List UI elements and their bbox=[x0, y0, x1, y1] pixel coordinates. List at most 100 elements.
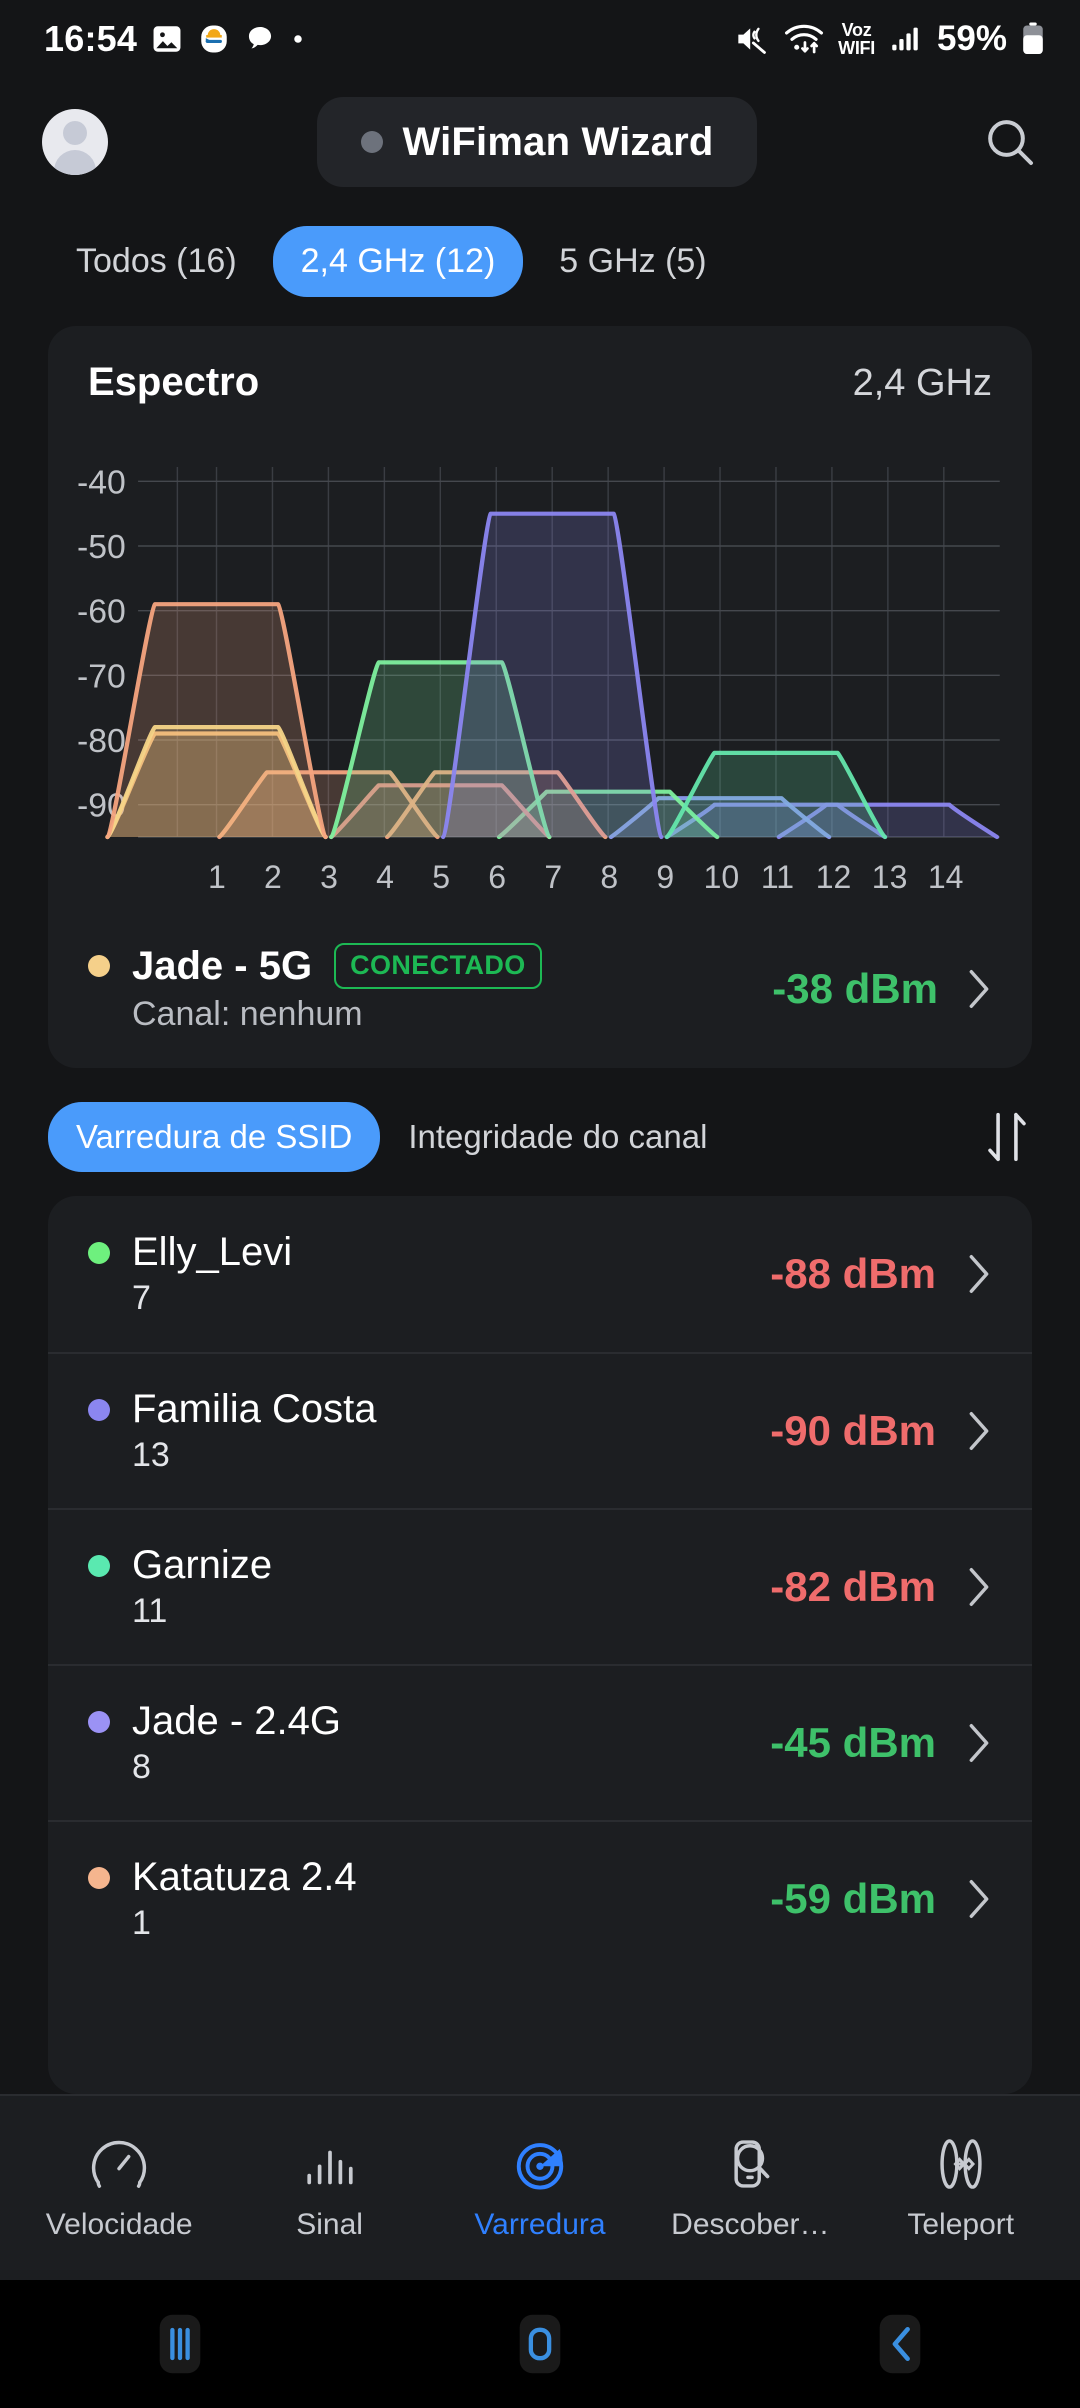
bottom-navigation: Velocidade Sinal Varredura bbox=[0, 2094, 1080, 2280]
ssid-channel: 11 bbox=[132, 1592, 168, 1630]
nav-label-sinal: Sinal bbox=[296, 2208, 363, 2241]
x-tick-label: 13 bbox=[871, 859, 908, 895]
construction-icon bbox=[201, 25, 227, 53]
status-bar: 16:54 bbox=[0, 0, 1080, 78]
search-button[interactable] bbox=[978, 110, 1042, 174]
mute-vibrate-icon bbox=[738, 27, 767, 54]
x-tick-label: 10 bbox=[703, 859, 740, 895]
x-tick-label: 2 bbox=[264, 859, 282, 895]
spectrum-plot: -40-50-60-70-80-90 bbox=[77, 465, 1000, 840]
network-color-dot-icon bbox=[88, 955, 110, 977]
svg-text:-50: -50 bbox=[77, 529, 126, 566]
connected-network-row[interactable]: Jade - 5G CONECTADO Canal: nenhum -38 dB… bbox=[48, 917, 1032, 1068]
avatar[interactable] bbox=[42, 109, 108, 175]
ssid-list-item[interactable]: Familia Costa 13 -90 dBm bbox=[48, 1352, 1032, 1508]
spectrum-band-label: 2,4 GHz bbox=[852, 362, 992, 404]
segment-ssid-scan[interactable]: Varredura de SSID bbox=[48, 1102, 381, 1172]
svg-text:-60: -60 bbox=[77, 594, 126, 631]
connected-network-channel: Canal: nenhum bbox=[132, 995, 363, 1033]
ssid-channel: 1 bbox=[132, 1904, 151, 1942]
chevron-right-icon bbox=[969, 1568, 989, 1606]
recents-button[interactable] bbox=[135, 2299, 225, 2389]
android-navigation-bar bbox=[0, 2280, 1080, 2408]
home-icon bbox=[519, 2314, 561, 2374]
recents-icon bbox=[159, 2314, 201, 2374]
connected-signal-value: -38 dBm bbox=[772, 964, 938, 1012]
back-button[interactable] bbox=[855, 2299, 945, 2389]
ssid-channel: 13 bbox=[132, 1436, 170, 1474]
x-tick-label: 9 bbox=[656, 859, 675, 895]
nav-label-teleport: Teleport bbox=[907, 2208, 1015, 2241]
chat-bubble-icon bbox=[249, 27, 272, 49]
status-badge: CONECTADO bbox=[334, 943, 542, 989]
spectrum-card-header: Espectro 2,4 GHz bbox=[48, 360, 1032, 405]
network-color-dot-icon bbox=[88, 1554, 110, 1577]
chevron-right-icon bbox=[969, 1412, 989, 1450]
nav-item-sinal[interactable]: Sinal bbox=[230, 2134, 430, 2242]
chevron-right-icon bbox=[969, 969, 989, 1008]
segment-channel-health[interactable]: Integridade do canal bbox=[408, 1118, 708, 1155]
chevron-right-icon bbox=[969, 1724, 989, 1762]
ssid-list-item[interactable]: Jade - 2.4G 8 -45 dBm bbox=[48, 1664, 1032, 1820]
svg-text:-80: -80 bbox=[77, 723, 126, 760]
ssid-signal-value: -88 dBm bbox=[770, 1250, 936, 1297]
ssid-name: Elly_Levi bbox=[132, 1230, 293, 1274]
ssid-signal-value: -82 dBm bbox=[770, 1563, 936, 1610]
band-tab-5ghz[interactable]: 5 GHz (5) bbox=[559, 241, 707, 280]
x-tick-label: 7 bbox=[544, 859, 563, 895]
voice-over-wifi-indicator: Voz WIFI bbox=[838, 21, 875, 57]
network-color-dot-icon bbox=[88, 1398, 110, 1421]
app-header: WiFiman Wizard bbox=[0, 78, 1080, 206]
ssid-signal-value: -59 dBm bbox=[770, 1875, 936, 1922]
x-tick-label: 8 bbox=[600, 859, 619, 895]
speedometer-icon bbox=[92, 2140, 147, 2188]
network-color-dot-icon bbox=[88, 1710, 110, 1733]
band-tab-todos[interactable]: Todos (16) bbox=[76, 241, 237, 280]
sort-button[interactable] bbox=[978, 1106, 1036, 1168]
home-button[interactable] bbox=[495, 2299, 585, 2389]
x-tick-label: 3 bbox=[320, 859, 338, 895]
chevron-right-icon bbox=[969, 1880, 989, 1918]
svg-text:-70: -70 bbox=[77, 659, 126, 696]
nav-item-descoberta[interactable]: Descober… bbox=[650, 2134, 850, 2242]
page-title: WiFiman Wizard bbox=[402, 119, 714, 164]
nav-item-teleport[interactable]: Teleport bbox=[861, 2134, 1061, 2242]
ssid-list-item[interactable]: Katatuza 2.4 1 -59 dBm bbox=[48, 1820, 1032, 1976]
ssid-list: Elly_Levi 7 -88 dBm Familia Costa 13 -90 dBm G… bbox=[48, 1196, 1032, 2094]
app-title-pill[interactable]: WiFiman Wizard bbox=[316, 97, 758, 187]
nav-label-descoberta: Descober… bbox=[671, 2208, 830, 2241]
x-tick-label: 4 bbox=[376, 859, 394, 895]
search-icon bbox=[988, 120, 1033, 165]
spectrum-title: Espectro bbox=[88, 360, 260, 404]
network-color-dot-icon bbox=[88, 1866, 110, 1889]
band-filter-tabs: Todos (16) 2,4 GHz (12) 5 GHz (5) bbox=[0, 206, 1080, 316]
ssid-name: Familia Costa bbox=[132, 1387, 377, 1431]
device-discover-icon bbox=[734, 2140, 770, 2188]
ssid-channel: 7 bbox=[132, 1279, 151, 1317]
ssid-name: Jade - 2.4G bbox=[132, 1699, 342, 1743]
wifi-icon bbox=[785, 24, 824, 54]
vowifi-line2: WIFI bbox=[838, 38, 875, 58]
status-clock: 16:54 bbox=[44, 18, 138, 59]
band-tab-24ghz[interactable]: 2,4 GHz (12) bbox=[272, 225, 524, 297]
ssid-name: Katatuza 2.4 bbox=[132, 1855, 357, 1899]
x-tick-label: 14 bbox=[927, 859, 964, 895]
network-color-dot-icon bbox=[88, 1241, 110, 1264]
vowifi-line1: Voz bbox=[841, 20, 872, 40]
battery-percent: 59% bbox=[936, 19, 1007, 58]
nav-label-varredura: Varredura bbox=[474, 2208, 606, 2241]
ssid-list-item[interactable]: Garnize 11 -82 dBm bbox=[48, 1508, 1032, 1664]
spectrum-chart[interactable]: -40 -50 -60 -70 -80 -90 bbox=[48, 439, 1032, 859]
gallery-icon bbox=[153, 26, 181, 52]
ssid-list-item[interactable]: Elly_Levi 7 -88 dBm bbox=[48, 1196, 1032, 1352]
nav-item-varredura[interactable]: Varredura bbox=[440, 2134, 640, 2242]
spectrum-x-axis: 1 2 3 4 5 6 7 8 9 10 11 12 13 14 bbox=[48, 859, 1032, 917]
x-tick-label: 1 bbox=[207, 859, 226, 895]
back-icon bbox=[879, 2314, 921, 2374]
ssid-channel: 8 bbox=[132, 1748, 151, 1786]
svg-text:-40: -40 bbox=[77, 465, 126, 502]
nav-item-velocidade[interactable]: Velocidade bbox=[19, 2134, 219, 2242]
ssid-name: Garnize bbox=[132, 1543, 273, 1587]
